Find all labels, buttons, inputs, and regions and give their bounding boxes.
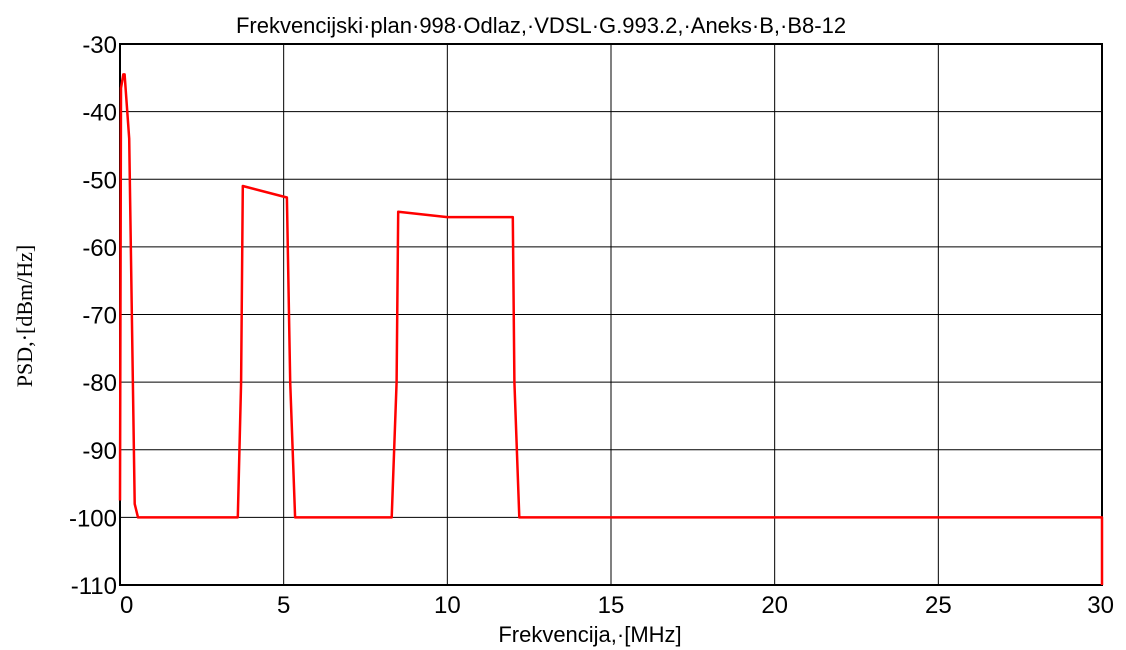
x-tick-label: 10 xyxy=(434,592,461,619)
x-tick-label: 0 xyxy=(120,592,133,619)
y-tick-label: -80 xyxy=(82,370,117,397)
x-tick-label: 5 xyxy=(277,592,290,619)
y-axis-label: PSD,·[dBm/Hz] xyxy=(12,245,37,387)
x-tick-label: 15 xyxy=(598,592,625,619)
y-tick-label: -100 xyxy=(69,505,117,532)
chart-title: Frekvencijski·plan·998·Odlaz,·VDSL·G.993… xyxy=(236,13,846,38)
y-tick-label: -30 xyxy=(82,32,117,59)
y-tick-label: -110 xyxy=(71,573,117,600)
x-axis: 0 5 10 15 20 25 30 xyxy=(120,592,1114,619)
psd-series-line xyxy=(118,73,1104,585)
y-tick-label: -90 xyxy=(82,438,117,465)
y-axis: -30 -40 -50 -60 -70 -80 -90 -100 -110 xyxy=(69,32,117,600)
x-tick-label: 25 xyxy=(925,592,952,619)
y-tick-label: -70 xyxy=(82,303,117,330)
x-tick-label: 30 xyxy=(1087,592,1114,619)
grid-lines xyxy=(120,44,1102,585)
x-tick-label: 20 xyxy=(761,592,788,619)
x-axis-label: Frekvencija,·[MHz] xyxy=(498,622,681,647)
series-group xyxy=(118,73,1104,585)
y-tick-label: -40 xyxy=(82,100,117,127)
y-tick-label: -50 xyxy=(82,167,117,194)
y-tick-label: -60 xyxy=(82,235,117,262)
